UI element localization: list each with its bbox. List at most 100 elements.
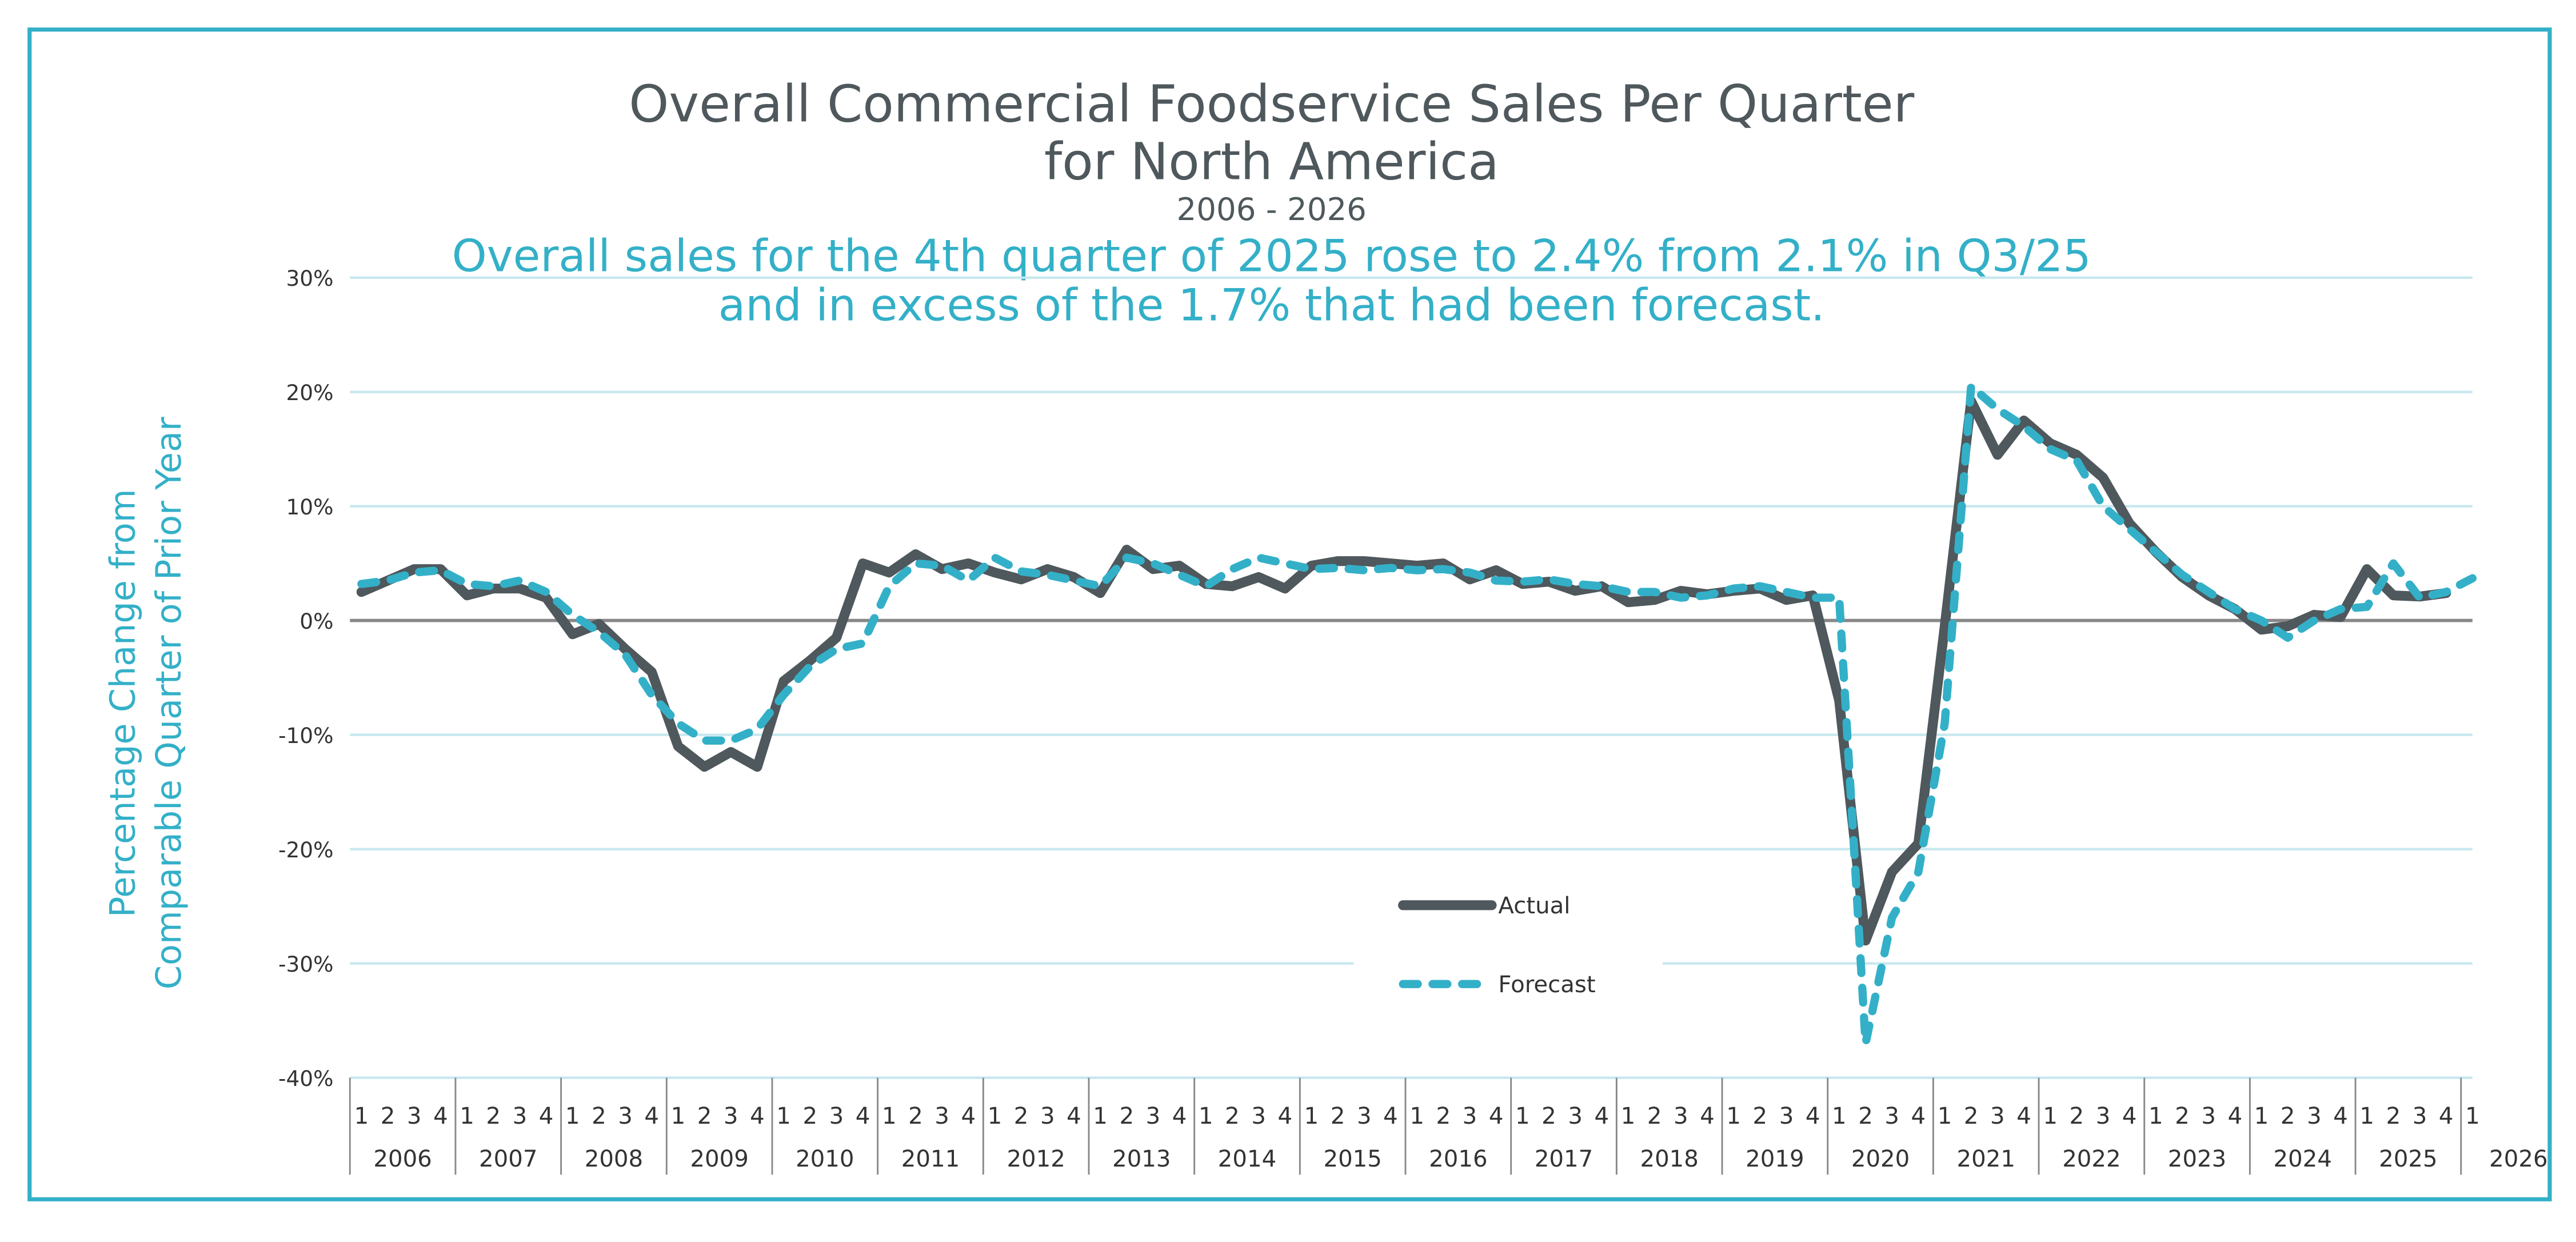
quarter-tick-label: 2 [1331, 1103, 1345, 1129]
legend-box [1353, 870, 1663, 1022]
quarter-tick-label: 2 [1964, 1103, 1979, 1129]
quarter-tick-label: 4 [1806, 1103, 1820, 1129]
chart-title: Overall Commercial Foodservice Sales Per… [629, 75, 1914, 134]
quarter-tick-label: 1 [2254, 1103, 2269, 1129]
quarter-tick-label: 1 [354, 1103, 369, 1129]
quarter-tick-label: 2 [2386, 1103, 2401, 1129]
chart-subtitle: 2006 - 2026 [1177, 191, 1367, 227]
annotation-line1: Overall sales for the 4th quarter of 202… [452, 230, 2091, 282]
quarter-tick-label: 2 [1225, 1103, 1240, 1129]
quarter-tick-label: 4 [1489, 1103, 1504, 1129]
quarter-tick-label: 4 [1277, 1103, 1292, 1129]
quarter-tick-label: 4 [433, 1103, 448, 1129]
quarter-tick-label: 1 [2043, 1103, 2058, 1129]
year-tick-label: 2025 [2379, 1146, 2437, 1172]
quarter-tick-label: 4 [2122, 1103, 2137, 1129]
series-line-actual [356, 396, 2451, 946]
quarter-tick-label: 3 [1568, 1103, 1583, 1129]
data-point-actual [1918, 843, 1919, 844]
quarter-tick-label: 3 [724, 1103, 738, 1129]
quarter-tick-label: 1 [882, 1103, 897, 1129]
quarter-tick-label: 1 [2148, 1103, 2163, 1129]
y-tick-label: 20% [286, 380, 333, 405]
data-point-actual [493, 588, 494, 589]
quarter-tick-label: 4 [2228, 1103, 2243, 1129]
quarter-tick-label: 2 [2175, 1103, 2190, 1129]
year-tick-label: 2013 [1112, 1146, 1171, 1172]
data-point-forecast [1047, 574, 1048, 575]
quarter-tick-label: 3 [407, 1103, 422, 1129]
quarter-tick-label: 2 [1541, 1103, 1556, 1129]
quarter-tick-label: 4 [2016, 1103, 2031, 1129]
quarter-tick-label: 2 [1858, 1103, 1873, 1129]
data-point-actual [2129, 523, 2130, 524]
quarter-tick-label: 2 [1119, 1103, 1134, 1129]
quarter-tick-label: 2 [697, 1103, 712, 1129]
quarter-tick-label: 3 [934, 1103, 949, 1129]
quarter-tick-label: 4 [2439, 1103, 2454, 1129]
data-point-forecast [704, 740, 705, 741]
data-point-forecast [2393, 563, 2394, 564]
quarter-tick-label: 3 [513, 1103, 528, 1129]
legend-label-forecast: Forecast [1498, 972, 1595, 998]
quarter-tick-label: 3 [2096, 1103, 2111, 1129]
data-point-actual [466, 595, 468, 596]
data-point-actual [1839, 700, 1840, 701]
year-tick-label: 2006 [373, 1146, 432, 1172]
data-point-actual [836, 637, 837, 638]
quarter-tick-label: 2 [802, 1103, 817, 1129]
year-tick-label: 2020 [1851, 1146, 1910, 1172]
quarter-tick-label: 3 [1463, 1103, 1477, 1129]
y-tick-label: -30% [278, 952, 334, 977]
data-point-forecast [625, 654, 626, 655]
quarter-tick-label: 2 [1014, 1103, 1029, 1129]
data-point-forecast [1839, 597, 1840, 598]
data-point-forecast [2287, 637, 2289, 638]
chart-frame [27, 27, 2552, 1201]
data-point-actual [1469, 579, 1470, 580]
quarter-tick-label: 3 [2307, 1103, 2322, 1129]
quarter-tick-label: 4 [856, 1103, 870, 1129]
data-point-actual [704, 766, 705, 767]
quarter-tick-label: 1 [2359, 1103, 2374, 1129]
data-point-forecast [1812, 597, 1813, 598]
data-point-forecast [2419, 597, 2420, 598]
quarter-tick-label: 1 [565, 1103, 580, 1129]
quarter-tick-label: 3 [1990, 1103, 2005, 1129]
year-tick-label: 2008 [585, 1146, 643, 1172]
quarter-tick-label: 3 [1674, 1103, 1688, 1129]
quarter-tick-label: 2 [2070, 1103, 2084, 1129]
y-tick-label: 30% [286, 266, 333, 291]
quarter-tick-label: 4 [2333, 1103, 2348, 1129]
quarter-tick-label: 3 [1884, 1103, 1899, 1129]
year-tick-label: 2016 [1429, 1146, 1487, 1172]
data-point-actual [862, 563, 863, 564]
quarter-tick-label: 4 [1383, 1103, 1398, 1129]
quarter-tick-label: 3 [1040, 1103, 1055, 1129]
data-point-actual [1311, 565, 1312, 566]
data-point-forecast [1707, 595, 1708, 596]
year-tick-label: 2018 [1640, 1146, 1699, 1172]
data-point-actual [1575, 590, 1576, 591]
year-tick-label: 2015 [1323, 1146, 1381, 1172]
y-tick-label: 0% [299, 609, 333, 634]
quarter-tick-label: 4 [1067, 1103, 1081, 1129]
data-point-actual [2076, 454, 2077, 456]
data-point-actual [2314, 614, 2315, 615]
quarter-tick-label: 1 [1515, 1103, 1530, 1129]
data-point-forecast [572, 614, 573, 615]
data-point-actual [2050, 443, 2051, 444]
quarter-tick-label: 3 [1357, 1103, 1372, 1129]
quarter-tick-label: 1 [1726, 1103, 1741, 1129]
quarter-tick-label: 4 [1595, 1103, 1609, 1129]
data-point-actual [2393, 595, 2394, 596]
data-point-forecast [1179, 574, 1180, 575]
quarter-tick-label: 2 [1647, 1103, 1662, 1129]
data-point-actual [2261, 629, 2262, 630]
legend-label-actual: Actual [1498, 893, 1570, 919]
quarter-tick-label: 1 [460, 1103, 474, 1129]
year-tick-label: 2007 [479, 1146, 537, 1172]
quarter-tick-label: 2 [592, 1103, 606, 1129]
data-point-forecast [2182, 574, 2183, 575]
